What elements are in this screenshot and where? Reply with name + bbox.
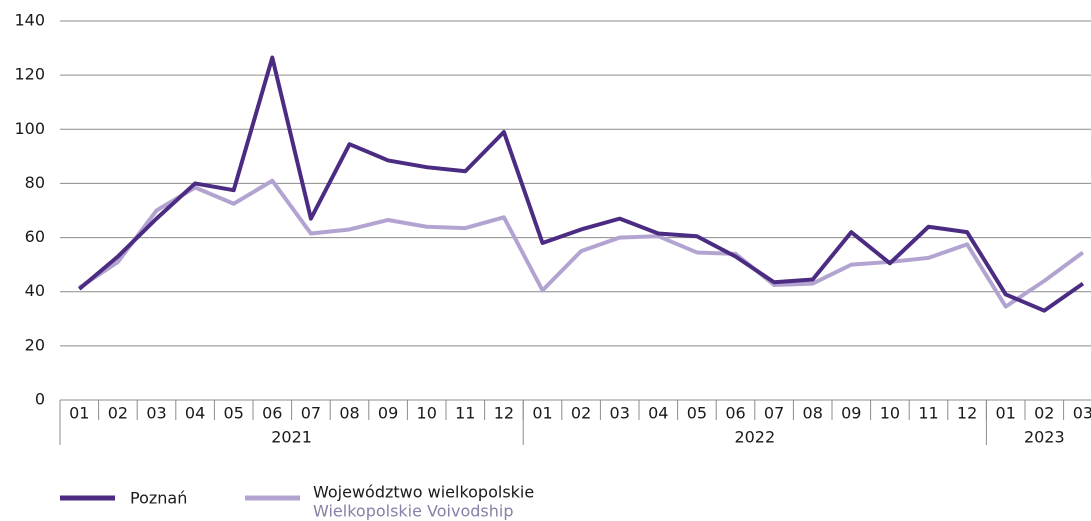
y-tick-label: 120 — [14, 65, 45, 84]
series-line — [78, 178, 1085, 309]
y-tick-label: 60 — [25, 227, 45, 246]
x-tick-label: 11 — [455, 404, 475, 423]
x-tick-label: 12 — [494, 404, 514, 423]
x-tick-label: 06 — [725, 404, 745, 423]
series-line — [78, 55, 1085, 313]
x-tick-label: 01 — [532, 404, 552, 423]
group-label: 2022 — [734, 428, 775, 447]
legend-label: Poznań — [130, 489, 187, 508]
y-tick-label: 80 — [25, 173, 45, 192]
x-tick-label: 03 — [1073, 404, 1091, 423]
group-label: 2023 — [1024, 428, 1065, 447]
x-tick-label: 07 — [764, 404, 784, 423]
legend-label: Województwo wielkopolskie — [313, 483, 534, 502]
x-tick-label: 02 — [571, 404, 591, 423]
x-tick-label: 05 — [687, 404, 707, 423]
x-tick-label: 08 — [339, 404, 359, 423]
x-tick-label: 03 — [610, 404, 630, 423]
x-tick-label: 12 — [957, 404, 977, 423]
x-tick-label: 05 — [224, 404, 244, 423]
x-tick-label: 11 — [918, 404, 938, 423]
x-tick-label: 02 — [108, 404, 128, 423]
x-tick-label: 04 — [648, 404, 668, 423]
x-tick-label: 03 — [146, 404, 166, 423]
y-tick-label: 20 — [25, 335, 45, 354]
legend-label-en: Wielkopolskie Voivodship — [313, 502, 513, 521]
y-tick-label: 140 — [14, 11, 45, 30]
x-tick-label: 09 — [378, 404, 398, 423]
x-tick-label: 04 — [185, 404, 205, 423]
x-tick-label: 02 — [1034, 404, 1054, 423]
x-tick-label: 06 — [262, 404, 282, 423]
y-tick-label: 40 — [25, 281, 45, 300]
y-tick-label: 0 — [35, 390, 45, 409]
x-tick-label: 08 — [803, 404, 823, 423]
x-tick-label: 09 — [841, 404, 861, 423]
group-label: 2021 — [271, 428, 312, 447]
x-tick-label: 07 — [301, 404, 321, 423]
x-tick-label: 01 — [996, 404, 1016, 423]
x-tick-label: 10 — [417, 404, 437, 423]
y-tick-label: 100 — [14, 119, 45, 138]
x-tick-label: 01 — [69, 404, 89, 423]
x-tick-label: 10 — [880, 404, 900, 423]
